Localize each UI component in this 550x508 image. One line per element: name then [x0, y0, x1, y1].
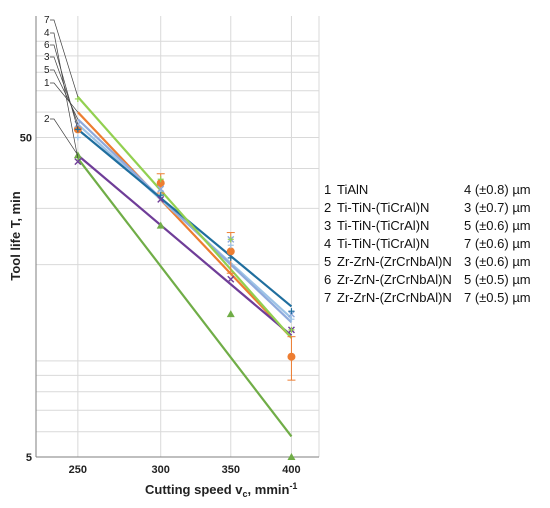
leader-label-1: 1: [44, 78, 50, 89]
trend-line-series-7: [77, 96, 293, 339]
legend-coating: Ti-TiN-(TiCrAl)N: [337, 236, 430, 251]
trend-line-series-5: [77, 118, 293, 324]
data-point-series-4: [156, 221, 165, 229]
tick-labels: 250 300 350 400 5 50: [20, 132, 301, 476]
leader-line-3: [50, 56, 79, 125]
x-axis-title-main: Cutting speed v: [145, 482, 243, 497]
x-tick-label: 300: [152, 464, 170, 476]
data-point-series-1: [226, 247, 235, 256]
leader-line-7: [50, 19, 79, 97]
x-tick-label: 250: [69, 464, 87, 476]
data-point-series-6: [227, 254, 234, 261]
data-point-series-7: [288, 326, 295, 333]
data-point-series-7: [157, 176, 164, 183]
y-tick-label: 50: [20, 132, 32, 144]
x-axis-title-superscript: -1: [289, 481, 297, 491]
legend-thickness: 5 (±0.6) µm: [464, 218, 531, 233]
legend-number: 7: [324, 290, 332, 305]
legend-coating: Zr-ZrN-(ZrCrNbAl)N: [337, 254, 452, 269]
plot-area: [36, 16, 319, 457]
legend-thickness: 5 (±0.5) µm: [464, 272, 531, 287]
x-tick-label: 400: [282, 464, 300, 476]
leader-label-7: 7: [44, 15, 50, 26]
y-tick-label: 5: [26, 452, 32, 464]
data-point-series-1: [156, 179, 165, 188]
leader-label-4: 4: [44, 28, 50, 39]
data-point-series-7: [227, 236, 234, 243]
x-axis-title-unit: , mmin: [248, 482, 290, 497]
legend-coating: TiAlN: [337, 182, 369, 197]
leader-label-3: 3: [44, 52, 50, 63]
data-point-series-1: [287, 352, 296, 361]
data-markers: [73, 95, 296, 460]
legend-thickness: 7 (±0.6) µm: [464, 236, 531, 251]
data-point-series-5: [157, 185, 165, 193]
data-point-series-6: [288, 308, 295, 315]
legend-item-1: 1 TiAlN 4 (±0.8) µm: [324, 181, 544, 199]
axes: [35, 16, 319, 458]
legend-number: 1: [324, 182, 332, 197]
data-point-series-3: [74, 134, 81, 141]
data-point-series-2: [227, 275, 235, 283]
data-point-series-2: [74, 158, 82, 166]
trend-line-series-4: [76, 157, 293, 438]
data-point-series-4: [226, 310, 235, 318]
legend-item-7: 7 Zr-ZrN-(ZrCrNbAl)N 7 (±0.5) µm: [324, 289, 544, 307]
leader-line-2: [50, 118, 79, 156]
legend-item-6: 6 Zr-ZrN-(ZrCrNbAl)N 5 (±0.5) µm: [324, 271, 544, 289]
legend-number: 2: [324, 200, 332, 215]
x-tick-label: 350: [222, 464, 240, 476]
legend-thickness: 3 (±0.6) µm: [464, 254, 531, 269]
legend-number: 5: [324, 254, 332, 269]
trend-line-series-2: [77, 154, 293, 337]
grid-lines: [35, 16, 320, 458]
legend-thickness: 7 (±0.5) µm: [464, 290, 531, 305]
trend-lines: [76, 96, 293, 438]
data-point-series-2: [157, 195, 165, 203]
legend-item-2: 2 Ti-TiN-(TiCrAl)N 3 (±0.7) µm: [324, 199, 544, 217]
legend-item-5: 5 Zr-ZrN-(ZrCrNbAl)N 3 (±0.6) µm: [324, 253, 544, 271]
legend-coating: Zr-ZrN-(ZrCrNbAl)N: [337, 290, 452, 305]
x-axis-title: Cutting speed vc, mmin-1: [145, 481, 297, 499]
legend: 1 TiAlN 4 (±0.8) µm 2 Ti-TiN-(TiCrAl)N 3 (±0.…: [324, 181, 544, 307]
leader-label-2: 2: [44, 114, 50, 125]
legend-thickness: 3 (±0.7) µm: [464, 200, 531, 215]
legend-number: 3: [324, 218, 332, 233]
legend-coating: Ti-TiN-(TiCrAl)N: [337, 218, 430, 233]
legend-thickness: 4 (±0.8) µm: [464, 182, 531, 197]
legend-coating: Zr-ZrN-(ZrCrNbAl)N: [337, 272, 452, 287]
leader-label-6: 6: [44, 40, 50, 51]
trend-line-series-1: [77, 111, 293, 339]
data-point-series-3: [227, 242, 234, 249]
legend-item-3: 3 Ti-TiN-(TiCrAl)N 5 (±0.6) µm: [324, 217, 544, 235]
leader-label-5: 5: [44, 65, 50, 76]
leader-labels: 7 463 5 1 2: [44, 15, 79, 159]
y-axis-title: Tool life T, min: [8, 191, 23, 280]
data-point-series-6: [157, 192, 164, 199]
data-point-series-4: [287, 453, 296, 460]
legend-number: 6: [324, 272, 332, 287]
data-point-series-3: [288, 316, 295, 323]
leader-line-4: [50, 32, 79, 159]
leader-line-1: [50, 82, 79, 113]
legend-coating: Ti-TiN-(TiCrAl)N: [337, 200, 430, 215]
x-axis-title-subscript: c: [243, 489, 248, 499]
legend-item-4: 4 Ti-TiN-(TiCrAl)N 7 (±0.6) µm: [324, 235, 544, 253]
legend-number: 4: [324, 236, 332, 251]
data-point-series-7: [74, 95, 81, 102]
